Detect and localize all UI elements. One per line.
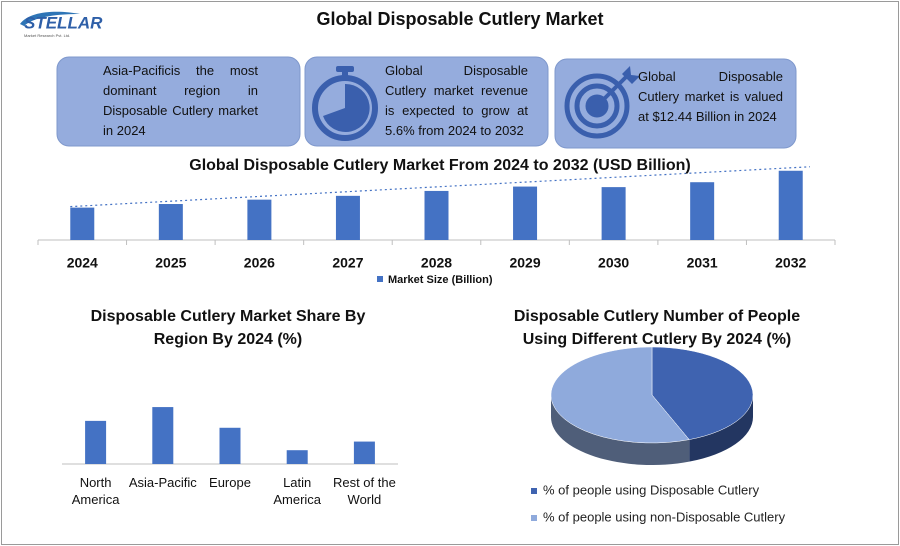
x-tick-label: 2025 (155, 255, 186, 271)
logo-name: STELLAR (24, 13, 103, 32)
stopwatch-icon (312, 66, 378, 141)
x-tick-label: Latin America (273, 475, 322, 507)
main-title: Global Disposable Cutlery Market (316, 9, 604, 29)
pie-slice (550, 346, 690, 444)
x-tick-label: 2026 (244, 255, 275, 271)
bar (690, 182, 715, 240)
bar (778, 170, 803, 240)
bar (152, 407, 174, 464)
bar (70, 207, 95, 240)
card (56, 56, 301, 147)
chart-title: Disposable Cutlery Market Share By Regio… (90, 308, 366, 348)
x-tick-label: 2032 (775, 255, 806, 271)
bar (424, 190, 449, 240)
bar (158, 204, 183, 240)
x-tick-label: 2027 (332, 255, 363, 271)
x-tick-label: 2031 (687, 255, 718, 271)
x-tick-label: 2030 (598, 255, 629, 271)
bar (335, 195, 360, 240)
legend-swatch (531, 488, 537, 494)
legend-label: % of people using Disposable Cutlery (543, 482, 760, 497)
pie-slice (651, 346, 754, 440)
target-icon (564, 66, 640, 139)
x-tick-label: Rest of the World (332, 475, 396, 507)
bar (85, 420, 107, 464)
card (304, 56, 549, 147)
x-tick-label: 2029 (509, 255, 540, 271)
x-tick-label: 2024 (67, 255, 98, 271)
card-text: Asia-Pacificis the most dominant region … (103, 63, 258, 138)
bar (219, 427, 241, 464)
trend-line (70, 166, 811, 208)
card-text: Global Disposable Cutlery market is valu… (638, 69, 783, 124)
bar (286, 450, 308, 464)
logo-tagline: Market Research Pvt. Ltd. (24, 33, 70, 38)
bar (513, 186, 538, 240)
x-tick-label: Asia-Pacific (128, 475, 197, 490)
chart-title: Global Disposable Cutlery Market From 20… (189, 157, 691, 174)
x-tick-label: Europe (209, 475, 251, 490)
bar (247, 199, 272, 240)
legend-swatch (377, 276, 383, 282)
bar (353, 441, 375, 464)
pie-side (689, 395, 753, 462)
x-tick-label: 2028 (421, 255, 452, 271)
chart-title: Disposable Cutlery Number of People Usin… (513, 308, 801, 348)
pie-side (551, 395, 690, 465)
bar (601, 187, 626, 240)
x-tick-label: North America (71, 475, 120, 507)
legend-label: Market Size (Billion) (388, 274, 493, 286)
logo-swoosh (20, 11, 80, 26)
card-text: Global Disposable Cutlery market revenue… (385, 63, 528, 138)
legend-label: % of people using non-Disposable Cutlery (543, 509, 786, 524)
legend-swatch (531, 515, 537, 521)
